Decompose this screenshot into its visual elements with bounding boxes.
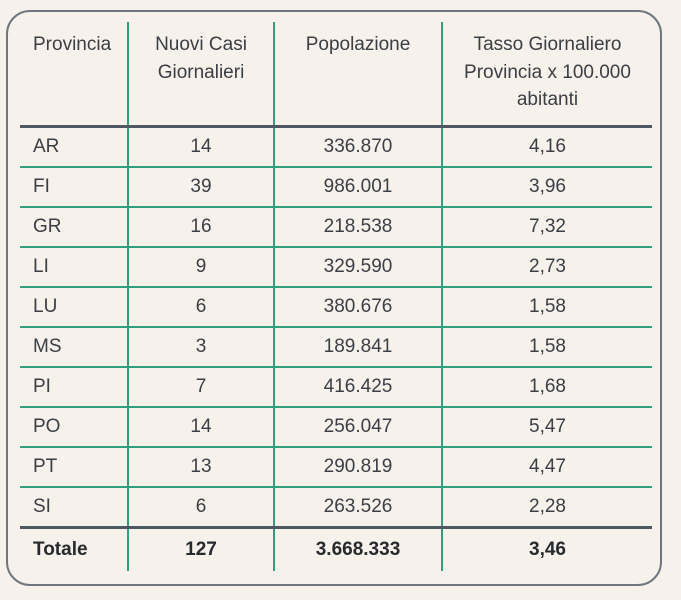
cell-tasso: 4,47 [442,447,652,488]
province-daily-cases-table: Provincia Nuovi Casi Giornalieri Popolaz… [20,22,652,571]
table-row-po: PO 14 256.047 5,47 [20,407,652,448]
cell-tasso: 3,96 [442,167,652,208]
total-popolazione: 3.668.333 [274,527,443,571]
cell-popolazione: 290.819 [274,447,443,488]
cell-nuovi-casi: 9 [128,247,275,288]
table-row-si: SI 6 263.526 2,28 [20,487,652,529]
cell-provincia: GR [20,207,129,248]
total-label: Totale [20,527,129,571]
cell-provincia: MS [20,327,129,368]
table-row-gr: GR 16 218.538 7,32 [20,207,652,248]
cell-tasso: 2,73 [442,247,652,288]
cell-provincia: FI [20,167,129,208]
table-row-fi: FI 39 986.001 3,96 [20,167,652,208]
table-row-ar: AR 14 336.870 4,16 [20,126,652,168]
cell-popolazione: 256.047 [274,407,443,448]
cell-popolazione: 986.001 [274,167,443,208]
table-row-ms: MS 3 189.841 1,58 [20,327,652,368]
cell-popolazione: 336.870 [274,126,443,168]
header-row: Provincia Nuovi Casi Giornalieri Popolaz… [20,22,652,128]
col-header-nuovi-casi: Nuovi Casi Giornalieri [128,22,275,128]
cell-provincia: PO [20,407,129,448]
table-panel: Provincia Nuovi Casi Giornalieri Popolaz… [6,10,662,586]
cell-tasso: 1,58 [442,327,652,368]
cell-nuovi-casi: 6 [128,287,275,328]
col-header-provincia: Provincia [20,22,129,128]
cell-provincia: LI [20,247,129,288]
cell-popolazione: 189.841 [274,327,443,368]
cell-tasso: 4,16 [442,126,652,168]
cell-provincia: PT [20,447,129,488]
table-row-pi: PI 7 416.425 1,68 [20,367,652,408]
cell-nuovi-casi: 14 [128,407,275,448]
cell-provincia: PI [20,367,129,408]
cell-popolazione: 218.538 [274,207,443,248]
table-row-lu: LU 6 380.676 1,58 [20,287,652,328]
total-row: Totale 127 3.668.333 3,46 [20,527,652,571]
cell-tasso: 1,58 [442,287,652,328]
cell-nuovi-casi: 39 [128,167,275,208]
cell-nuovi-casi: 14 [128,126,275,168]
cell-popolazione: 380.676 [274,287,443,328]
col-header-tasso: Tasso Giornaliero Provincia x 100.000 ab… [442,22,652,128]
cell-tasso: 5,47 [442,407,652,448]
cell-popolazione: 263.526 [274,487,443,529]
cell-nuovi-casi: 6 [128,487,275,529]
table-row-li: LI 9 329.590 2,73 [20,247,652,288]
total-nuovi-casi: 127 [128,527,275,571]
cell-popolazione: 329.590 [274,247,443,288]
cell-provincia: AR [20,126,129,168]
cell-provincia: LU [20,287,129,328]
cell-tasso: 7,32 [442,207,652,248]
total-tasso: 3,46 [529,539,566,560]
col-header-popolazione: Popolazione [274,22,443,128]
cell-tasso: 2,28 [442,487,652,529]
cell-nuovi-casi: 3 [128,327,275,368]
cell-nuovi-casi: 7 [128,367,275,408]
cell-nuovi-casi: 16 [128,207,275,248]
table-row-pt: PT 13 290.819 4,47 [20,447,652,488]
cell-nuovi-casi: 13 [128,447,275,488]
cell-tasso: 1,68 [442,367,652,408]
cell-popolazione: 416.425 [274,367,443,408]
cell-provincia: SI [20,487,129,529]
